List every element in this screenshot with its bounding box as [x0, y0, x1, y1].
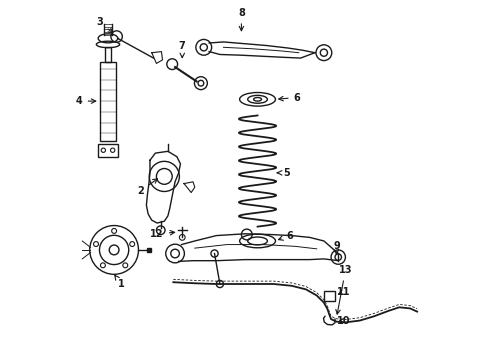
Text: 13: 13: [336, 265, 352, 314]
Text: 6: 6: [278, 231, 293, 240]
Text: 5: 5: [277, 168, 290, 178]
Text: 9: 9: [333, 241, 340, 255]
Text: 3: 3: [97, 17, 113, 33]
Bar: [100, 62, 116, 140]
Text: 1: 1: [115, 275, 124, 289]
Bar: [323, 291, 335, 301]
Bar: [98, 144, 118, 157]
Text: 10: 10: [337, 316, 350, 325]
Bar: [105, 47, 111, 62]
Text: 11: 11: [337, 287, 350, 297]
Text: 12: 12: [150, 229, 174, 239]
Text: 6: 6: [279, 93, 300, 103]
Text: 7: 7: [179, 41, 186, 58]
Text: 4: 4: [76, 96, 96, 106]
Text: 2: 2: [138, 179, 157, 196]
Text: 8: 8: [238, 8, 245, 31]
